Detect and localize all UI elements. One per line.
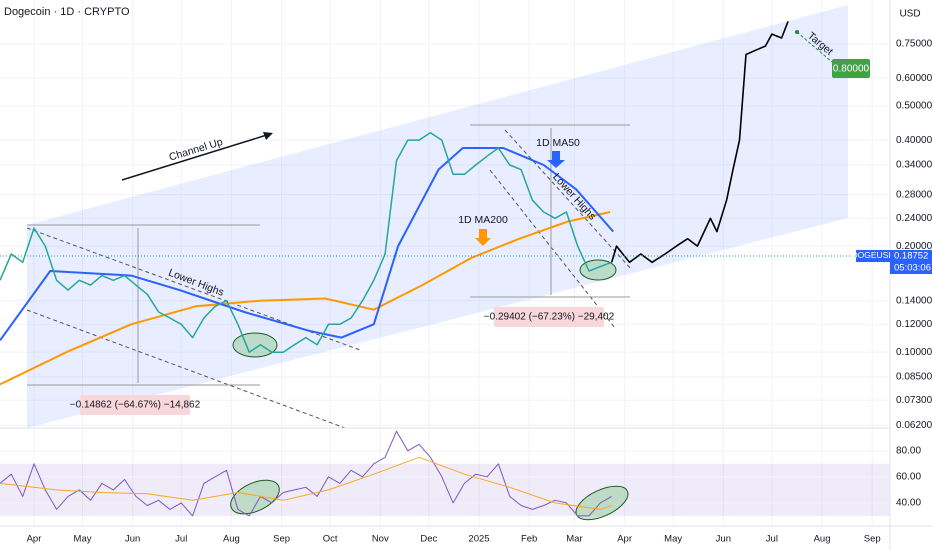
y-tick-label: 0.60000 [896,73,932,84]
y-tick-label: 0.14000 [896,295,932,306]
chart-title: Dogecoin · 1D · CRYPTO [4,6,130,18]
series-line [610,21,789,264]
x-tick-label: Oct [323,534,338,545]
y-tick-label: 80.00 [896,445,921,456]
y-tick-label: 0.34000 [896,160,932,171]
target-line [796,31,833,63]
plot [0,21,890,517]
target-box [832,59,870,78]
symbol-label: DOGEUSD [852,250,895,260]
y-tick-label: 0.08500 [896,372,932,383]
x-tick-label: Jun [716,534,731,545]
y-tick-label: 0.75000 [896,39,932,50]
series-line [0,430,612,517]
rsi-band [0,463,890,516]
y-tick-label: 0.12000 [896,319,932,330]
y-tick-label: 60.00 [896,471,921,482]
dash-line [504,129,633,271]
measure-box [494,307,604,327]
measure-label: −0.29402 (−67.23%) −29,402 [484,312,615,323]
dash-line [26,309,346,429]
countdown-label: 05:03:06 [894,263,931,274]
price-box [890,249,932,274]
y-tick-label: 0.06200 [896,420,932,431]
highlight [232,332,278,358]
measure-label: −0.14862 (−64.67%) −14,862 [70,400,201,411]
x-tick-label: Aug [223,534,240,545]
symbol-box [856,249,890,262]
x-tick-label: Dec [420,534,437,545]
highlight [579,259,617,281]
y-tick-label: 0.24000 [896,213,932,224]
x-tick-label: Feb [521,534,537,545]
y-tick-label: 0.10000 [896,347,932,358]
y-tick-label: 0.28000 [896,189,932,200]
dash-line [489,169,616,329]
grid [0,0,890,525]
target-label: 0.80000 [833,64,870,75]
ma50-arrow [547,151,565,168]
x-tick-label: Jul [175,534,187,545]
y-tick-label: 0.40000 [896,135,932,146]
series-line [0,456,612,510]
y-tick-label: 40.00 [896,498,921,509]
highlights [230,259,629,521]
currency: USD [899,9,920,20]
price-label: 0.18752 [894,251,928,262]
axes: 0.75000 0.60000 0.50000 0.40000 0.34000 0.280… [27,39,932,545]
channel-up [27,5,848,428]
y-tick-label: 0.07300 [896,395,932,406]
measure-lines [27,124,630,386]
x-tick-label: Mar [566,534,582,545]
y-tick-label: 0.20000 [896,241,932,252]
x-tick-label: Jul [766,534,778,545]
y-tick-label: 0.50000 [896,101,932,112]
x-tick-label: Sep [864,534,881,545]
x-tick-label: 2025 [468,534,489,545]
target-dot [795,30,799,34]
series-line [0,131,612,353]
series-line [0,147,615,341]
x-tick-label: Nov [372,534,389,545]
x-tick-label: May [74,534,92,545]
x-tick-label: Jun [125,534,140,545]
x-tick-label: Apr [617,534,632,545]
ma200-arrow [475,229,491,246]
measure-box [80,395,190,415]
x-tick-label: Aug [814,534,831,545]
x-tick-label: May [664,534,682,545]
arrowhead [263,132,273,140]
series-line [0,211,611,386]
annotation: 1D MA50 [536,137,580,149]
x-tick-label: Apr [27,534,42,545]
highlight [230,479,280,515]
channel-arrow [121,133,271,181]
x-tick-label: Sep [273,534,290,545]
annotation: 1D MA200 [458,214,508,226]
